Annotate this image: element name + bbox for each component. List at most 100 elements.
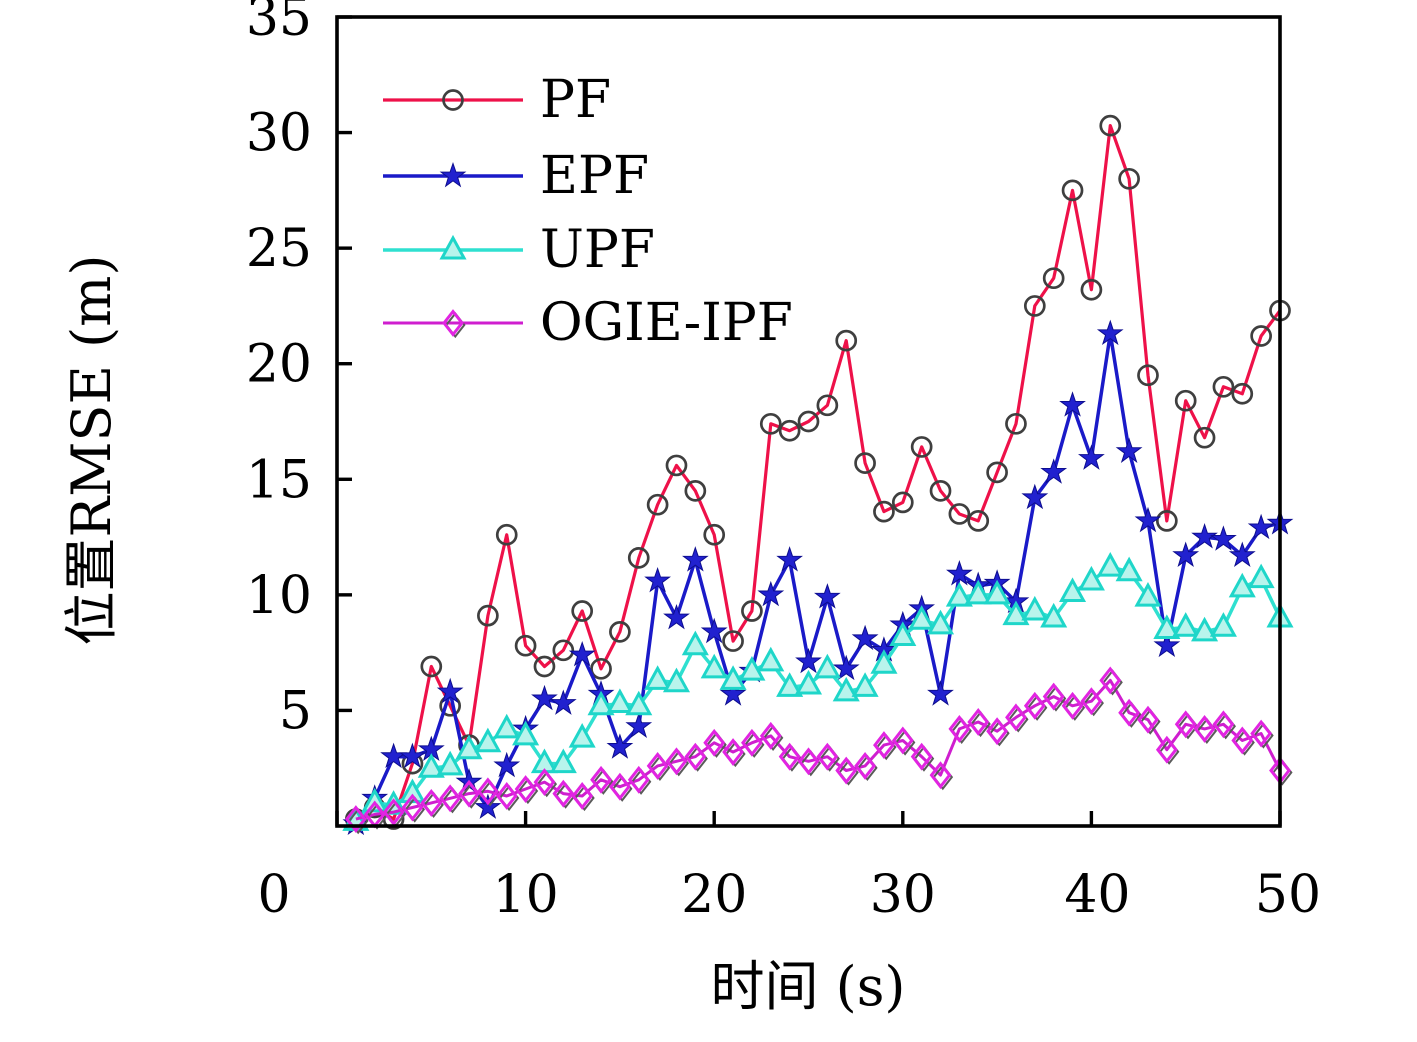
circle-marker [703,523,726,546]
circle-marker [873,500,895,523]
triangle-marker [587,690,615,716]
diamond-marker [1099,666,1122,695]
diamond-marker [1005,703,1027,732]
triangle-marker [908,605,936,630]
star-marker [700,617,728,644]
star-marker [814,583,841,609]
star-marker [1021,483,1049,510]
triangle-marker [474,727,502,753]
diamond-marker [948,714,971,743]
legend-item-OGIE-IPF: OGIE-IPF [383,293,793,353]
diamond-marker [797,747,820,776]
circle-marker [665,454,688,477]
triangle-marker [1134,582,1162,607]
diamond-marker [495,782,518,810]
series-OGIE-IPF [344,666,1293,835]
circle-marker [1250,325,1272,347]
diamond-marker [1250,719,1273,748]
diamond-marker [1231,726,1254,755]
star-marker [625,712,653,738]
triangle-marker [945,582,973,607]
triangle-marker [417,753,445,778]
diamond-marker [476,777,499,806]
star-marker [549,689,577,715]
star-marker [1040,458,1068,484]
circle-marker [891,491,914,514]
triangle-marker [625,690,653,716]
triangle-marker [1021,595,1049,621]
star-marker [1247,513,1275,540]
triangle-marker [1077,565,1105,591]
diamond-marker [608,772,631,801]
diamond-marker [1023,691,1046,720]
circle-marker [1231,382,1254,405]
series-UPF [342,552,1294,831]
circle-marker [948,503,971,525]
circle-marker [1080,278,1103,301]
circle-marker [797,410,820,433]
diamond-marker [1080,687,1103,716]
triangle-marker [1209,612,1237,637]
diamond-marker [590,765,612,794]
diamond-marker [854,751,876,780]
y-tick-label: 30 [246,104,312,164]
triangle-marker [870,649,898,674]
triangle-marker [439,234,467,260]
circle-marker [759,412,782,435]
triangle-marker [436,750,464,776]
triangle-marker [700,653,728,679]
x-tick-label: 50 [1255,865,1321,925]
triangle-marker [1059,577,1087,603]
circle-marker [533,655,556,678]
circle-marker [910,436,933,458]
triangle-marker [1096,552,1124,577]
diamond-marker [816,742,839,771]
circle-marker [646,493,669,516]
diamond-marker [533,768,556,797]
circle-marker [835,329,858,352]
star-marker [531,684,558,711]
triangle-marker [662,667,691,693]
circle-marker [1061,179,1084,202]
circle-marker [1023,295,1046,317]
triangle-marker [813,653,841,679]
diamond-marker [514,775,537,803]
diamond-marker [778,742,801,771]
diamond-marker [741,728,763,757]
diamond-marker [627,765,650,794]
diamond-marker [891,726,914,755]
diamond-marker [684,742,707,771]
triangle-marker [1247,563,1275,589]
star-marker [474,793,502,819]
star-marker [644,566,671,593]
y-tick-label: 35 [246,0,312,48]
diamond-marker [401,793,424,822]
circle-marker [1212,375,1235,398]
circle-marker [1174,389,1197,412]
circle-marker [929,479,952,502]
diamond-marker [646,751,669,780]
triangle-marker [794,669,823,695]
y-tick-label: 25 [246,219,312,279]
star-marker [946,560,973,586]
star-marker [439,161,467,188]
diamond-marker [1193,714,1216,743]
legend-label-OGIE-IPF: OGIE-IPF [540,293,793,353]
star-marker [1210,525,1237,551]
diamond-marker [1155,735,1178,764]
diamond-marker [835,756,858,785]
triangle-marker [1228,572,1256,598]
star-marker [1096,319,1124,346]
star-marker [1228,541,1256,567]
diamond-marker [1118,698,1141,727]
circle-marker [590,657,612,680]
diamond-marker [929,761,952,790]
triangle-marker [512,720,540,746]
diamond-marker [382,798,405,827]
triangle-marker [455,734,483,760]
star-marker [795,647,822,674]
x-tick-label: 20 [681,865,747,925]
circle-marker [778,419,801,442]
